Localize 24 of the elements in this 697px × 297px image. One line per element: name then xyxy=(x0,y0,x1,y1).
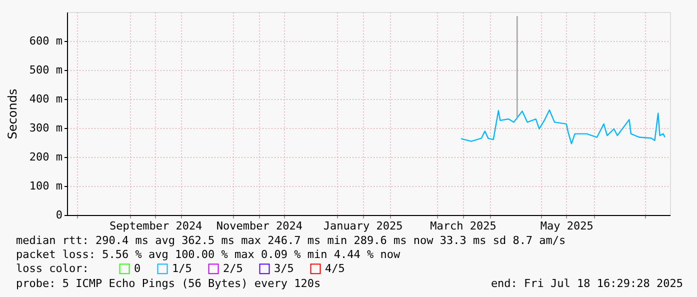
x-tick-label: May 2025 xyxy=(540,220,594,232)
x-tick-label: September 2024 xyxy=(109,220,203,232)
x-tick-label: January 2025 xyxy=(323,220,403,232)
y-tick-label: 600 m xyxy=(29,34,63,48)
legend-label: 1/5 xyxy=(172,262,192,275)
legend-label: 4/5 xyxy=(325,262,345,275)
x-tick-label: November 2024 xyxy=(216,220,303,232)
text: end: Fri Jul 18 16:29:28 2025 xyxy=(490,277,683,290)
line-series xyxy=(460,109,666,144)
text: median rtt: 290.4 ms avg 362.5 ms max 246.7 ms min 289.6 ms now 33.3 ms sd 8.7 am/s xyxy=(16,234,566,247)
y-tick-label: 200 m xyxy=(29,150,63,164)
y-tick-label: 400 m xyxy=(29,92,63,106)
x-tick-label: March 2025 xyxy=(430,220,496,232)
y-tick-label: 300 m xyxy=(29,122,63,134)
y-tick-label: 0 xyxy=(56,208,62,222)
legend-label: 2/5 xyxy=(223,262,243,275)
y-tick-label: 100 m xyxy=(29,180,63,192)
legend-label: 3/5 xyxy=(274,262,294,275)
y-tick-label: 500 m xyxy=(29,64,63,76)
y-axis-title: Seconds xyxy=(5,88,20,140)
text: probe: 5 ICMP Echo Pings (56 Bytes) every 120s xyxy=(16,277,321,290)
legend-label: 0 xyxy=(134,262,141,275)
legend-title: loss color: xyxy=(16,262,89,275)
text: packet loss: 5.56 % avg 100.00 % max 0.09 % min 4.44 % now xyxy=(16,248,400,261)
